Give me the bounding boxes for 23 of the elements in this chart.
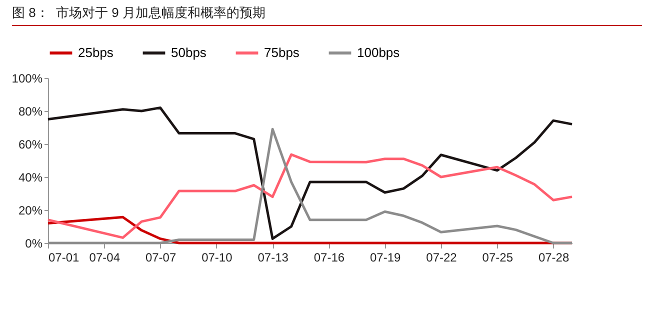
line-series (46, 106, 574, 240)
x-tick-label: 07-01 (48, 250, 80, 264)
legend-label: 100bps (357, 45, 400, 60)
legend-label: 50bps (171, 45, 207, 60)
x-tick-label: 07-13 (258, 250, 289, 264)
y-tick-label: 60% (18, 138, 43, 152)
legend-label: 25bps (78, 45, 114, 60)
x-tick-label: 07-25 (482, 250, 514, 264)
x-tick-label: 07-04 (89, 250, 120, 264)
y-tick-label: 100% (12, 72, 43, 86)
x-tick-label: 07-22 (426, 250, 458, 264)
y-tick-label: 80% (18, 104, 43, 118)
line-series (46, 153, 574, 239)
chart-title: 图 8： 市场对于 9 月加息幅度和概率的预期 (12, 4, 642, 26)
x-tick-label: 07-10 (202, 250, 233, 264)
x-tick-label: 07-07 (145, 250, 176, 264)
legend-label: 75bps (264, 45, 300, 60)
x-tick-label: 07-16 (314, 250, 345, 264)
y-tick-label: 20% (18, 204, 43, 218)
x-tick-label: 07-19 (370, 250, 402, 264)
y-tick-label: 40% (18, 170, 43, 184)
x-tick-label: 07-28 (538, 250, 570, 264)
y-tick-label: 0% (25, 236, 43, 250)
